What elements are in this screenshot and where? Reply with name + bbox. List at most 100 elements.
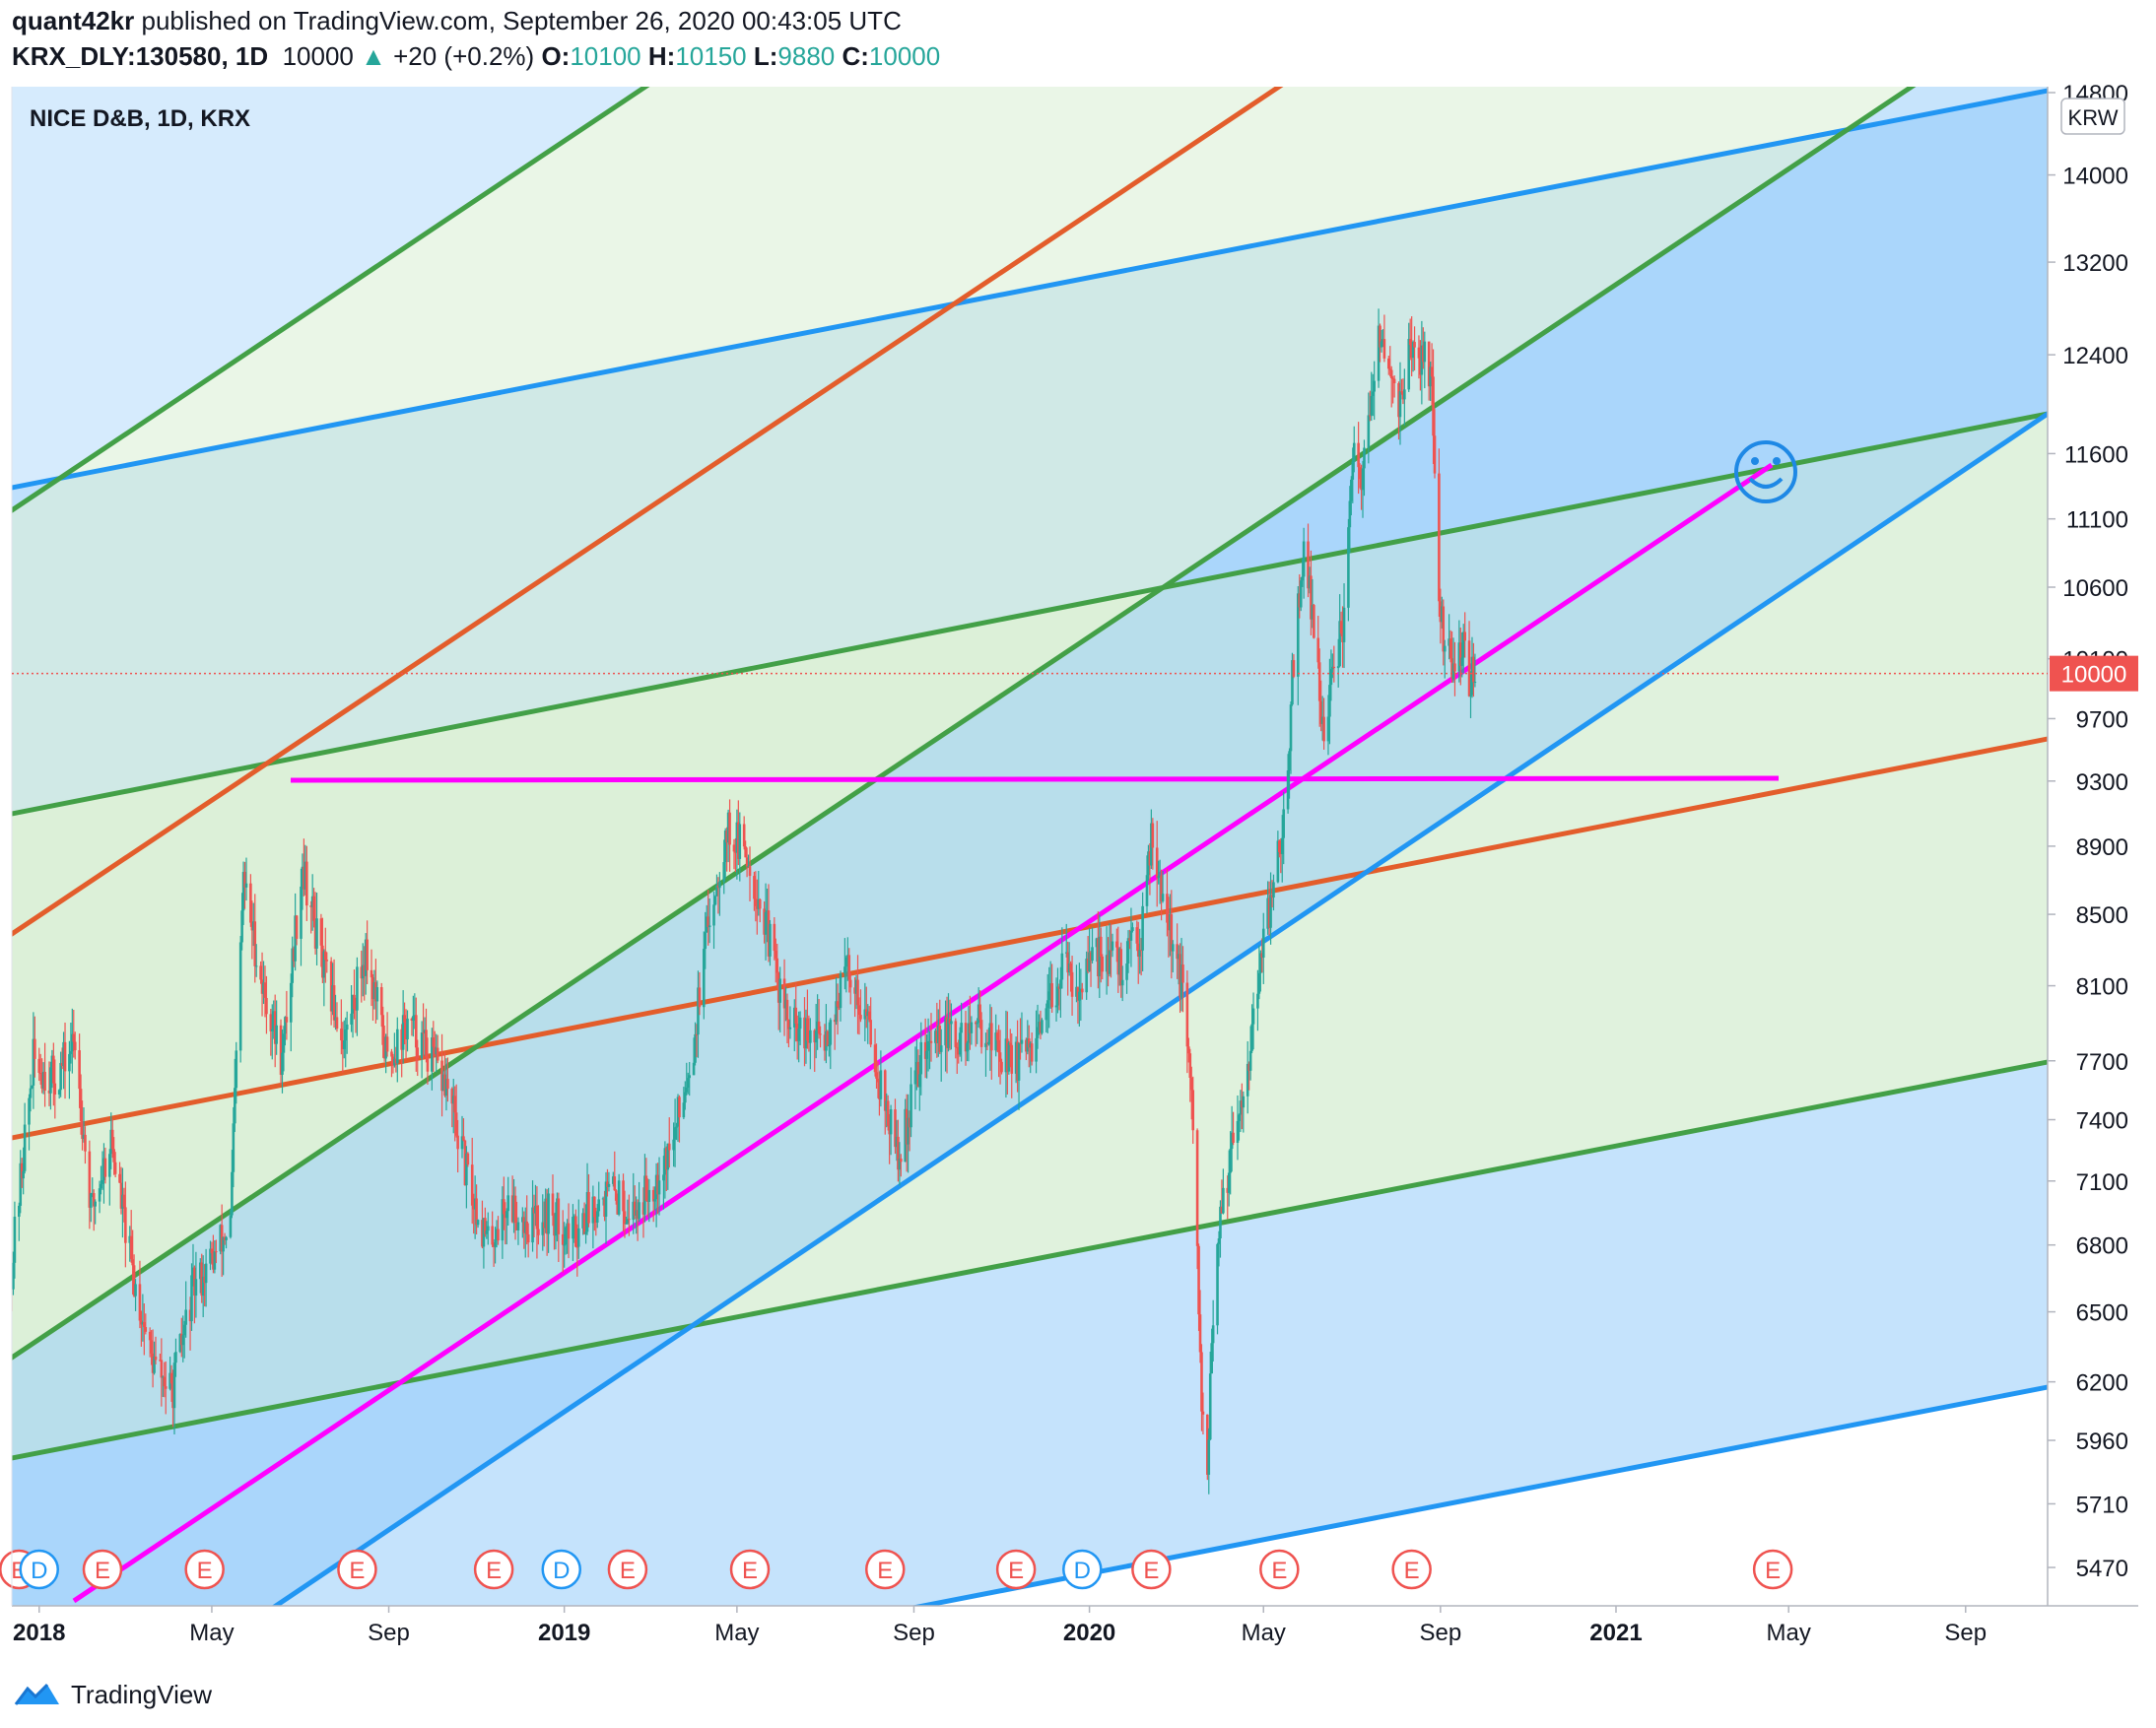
candle-body: [713, 896, 717, 905]
candle-body: [379, 987, 383, 1016]
candle-body: [623, 1211, 627, 1225]
candle-body: [1401, 391, 1405, 400]
candle-body: [1451, 663, 1455, 680]
candle-body: [119, 1182, 123, 1209]
candle-body: [597, 1199, 601, 1212]
candle-body: [110, 1129, 114, 1150]
candle-body: [688, 1075, 691, 1079]
candle-body: [1088, 952, 1091, 971]
candle-body: [601, 1198, 605, 1200]
candle-body: [340, 1029, 343, 1041]
candle-body: [1407, 339, 1411, 390]
x-tick-label: May: [714, 1620, 759, 1646]
candle-body: [506, 1195, 510, 1212]
candle-body: [1181, 964, 1184, 983]
candle-body: [757, 898, 761, 909]
candle-body: [557, 1198, 561, 1234]
candle-body: [847, 955, 851, 980]
candle-body: [1398, 391, 1402, 418]
candle-body: [712, 904, 715, 926]
candle-body: [995, 1032, 999, 1040]
candle-body: [1207, 1439, 1211, 1475]
candle-body: [1308, 575, 1312, 589]
candle-body: [581, 1213, 584, 1229]
candle-body: [1198, 1314, 1202, 1353]
steep-lower-green-line: [12, 87, 1917, 1362]
candle-body: [129, 1235, 133, 1260]
symbol-name: KRX_DLY:130580, 1D: [12, 41, 269, 71]
candle-body: [908, 1117, 911, 1128]
candle-body: [1239, 1100, 1243, 1115]
candle-body: [501, 1199, 505, 1241]
tradingview-logo-icon[interactable]: [14, 1681, 61, 1708]
candle-body: [1297, 593, 1300, 677]
candle-body: [370, 969, 373, 978]
candle-body: [505, 1211, 508, 1219]
candle-body: [476, 1220, 480, 1226]
event-markers: E E E E E E E E E E E E ED D D: [0, 1549, 1793, 1590]
candle-body: [78, 1050, 81, 1090]
candle-body: [1085, 959, 1088, 993]
candle-body: [1166, 894, 1169, 923]
trend-lines[interactable]: [0, 0, 2087, 1728]
candle-body: [684, 1092, 687, 1103]
candle-body: [433, 1046, 437, 1054]
candle-body: [1473, 682, 1477, 684]
candle-body: [1238, 1114, 1241, 1121]
candle-body: [764, 911, 768, 935]
candle-body: [350, 1013, 353, 1025]
earnings-e-icon: E: [995, 1549, 1037, 1590]
candle-body: [958, 1032, 962, 1055]
candle-body: [329, 961, 333, 1012]
candle-body: [835, 1001, 838, 1023]
tradingview-brand[interactable]: TradingView: [71, 1679, 213, 1709]
low-label: L:: [753, 41, 778, 71]
candle-body: [1236, 1120, 1240, 1144]
candle-body: [1450, 658, 1453, 680]
candle-body: [773, 923, 776, 952]
candle-body: [1141, 905, 1144, 951]
candle-body: [954, 1021, 958, 1047]
candle-body: [1339, 621, 1343, 634]
earnings-marker-letter: E: [877, 1558, 893, 1584]
candle-body: [848, 979, 852, 988]
candle-body: [162, 1376, 165, 1378]
candle-body: [372, 982, 376, 1000]
candle-body: [178, 1334, 182, 1353]
candle-body: [582, 1213, 586, 1234]
candle-body: [1125, 964, 1128, 980]
y-tick-label: 6200: [2076, 1370, 2128, 1397]
candle-body: [1351, 461, 1355, 480]
candle-body: [1347, 527, 1350, 608]
candle-body: [1470, 656, 1474, 696]
candle-body: [767, 910, 771, 957]
candle-body: [109, 1129, 113, 1155]
candle-body: [92, 1193, 96, 1207]
candle-body: [360, 966, 364, 979]
candle-body: [939, 1045, 943, 1052]
candle-body: [244, 883, 248, 888]
published-text: published on TradingView.com, September …: [141, 6, 902, 35]
candle-body: [79, 1089, 83, 1122]
candle-body: [1298, 593, 1302, 608]
candle-body: [829, 1020, 833, 1045]
candle-body: [1025, 1039, 1028, 1052]
candle-body: [1338, 621, 1341, 667]
candle-body: [1115, 941, 1118, 948]
candle-body: [460, 1136, 464, 1150]
candle-body: [617, 1180, 621, 1215]
candle-body: [1311, 605, 1314, 620]
candle-body: [98, 1188, 101, 1202]
earnings-marker-circle: [473, 1549, 514, 1590]
candle-body: [88, 1151, 92, 1208]
author-name[interactable]: quant42kr: [12, 6, 135, 35]
candle-body: [758, 898, 762, 909]
candle-body: [525, 1221, 529, 1234]
candle-body: [828, 1044, 831, 1046]
candle-body: [1391, 378, 1394, 380]
candle-body: [1430, 366, 1434, 377]
candle-body: [138, 1284, 142, 1321]
candle-body: [1110, 950, 1112, 952]
candle-body: [423, 1030, 427, 1033]
